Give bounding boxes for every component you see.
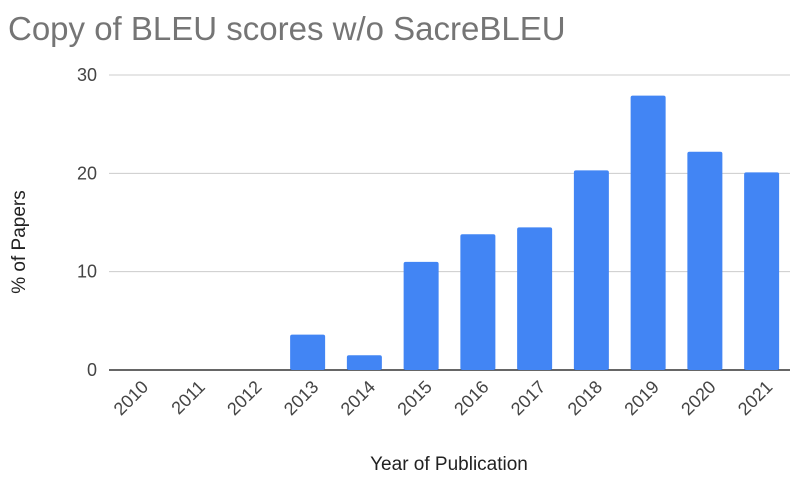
bar-2020 xyxy=(687,151,723,370)
chart-title: Copy of BLEU scores w/o SacreBLEU xyxy=(8,10,566,47)
bar-2021 xyxy=(744,172,780,370)
bar-2018 xyxy=(573,170,609,370)
bar-2014 xyxy=(346,355,382,370)
bar-2013 xyxy=(290,334,326,370)
bar-2015 xyxy=(403,261,439,370)
x-tick-labels: 2010 2011 2012 2013 2014 2015 2016 2017 2018 2019… xyxy=(110,377,777,419)
y-axis-label: % of Papers xyxy=(9,190,30,294)
bar-2019 xyxy=(630,95,666,371)
x-tick-label: 2019 xyxy=(620,377,662,419)
y-tick-labels: 0 10 20 30 xyxy=(77,65,97,380)
gridlines xyxy=(109,74,790,371)
bar-2017 xyxy=(517,227,553,370)
y-tick-label: 10 xyxy=(77,262,97,282)
x-tick-label: 2016 xyxy=(450,377,492,419)
x-tick-label: 2010 xyxy=(110,377,152,419)
bars xyxy=(290,95,780,371)
y-tick-label: 0 xyxy=(87,360,97,380)
y-tick-label: 30 xyxy=(77,65,97,85)
y-tick-label: 20 xyxy=(77,163,97,183)
x-tick-label: 2015 xyxy=(393,377,435,419)
x-axis-label: Year of Publication xyxy=(370,454,528,475)
x-tick-label: 2018 xyxy=(564,377,606,419)
x-tick-label: 2014 xyxy=(337,377,379,419)
x-tick-label: 2012 xyxy=(223,377,265,419)
x-tick-label: 2017 xyxy=(507,377,549,419)
bar-2016 xyxy=(460,234,496,370)
x-tick-label: 2021 xyxy=(734,377,776,419)
x-tick-label: 2020 xyxy=(677,377,719,419)
x-tick-label: 2013 xyxy=(280,377,322,419)
x-tick-label: 2011 xyxy=(167,377,209,419)
